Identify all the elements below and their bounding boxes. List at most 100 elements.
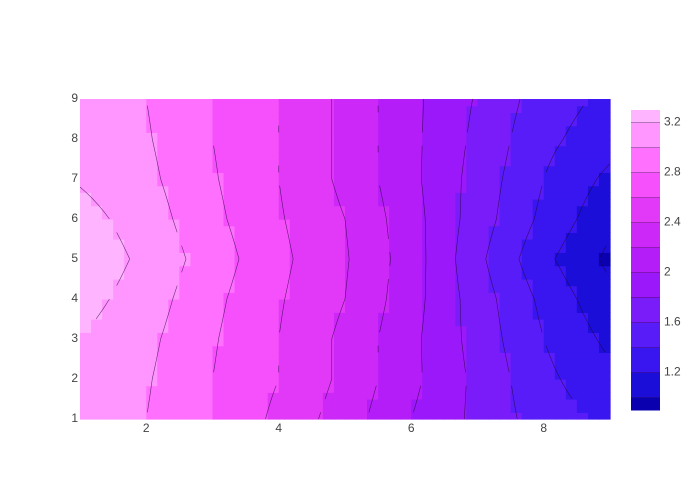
contour-cell [554,132,567,140]
contour-cell [422,412,434,420]
contour-cell [190,405,203,413]
colorbar-band [631,222,660,248]
contour-cell [91,239,103,247]
contour-cell [345,219,357,227]
contour-cell [91,99,103,107]
contour-cell [400,245,412,253]
contour-cell [598,405,611,413]
contour-cell [411,285,423,293]
contour-cell [311,265,324,273]
contour-cell [311,319,324,327]
contour-cell [554,99,567,107]
contour-cell [554,312,567,320]
contour-cell [267,392,280,400]
contour-cell [521,392,534,400]
colorbar-band [631,272,660,298]
contour-cell [256,345,269,353]
contour-cell [124,325,136,333]
contour-cell [322,265,335,273]
contour-cell [157,379,169,387]
contour-cell [367,292,379,300]
contour-cell [411,179,423,187]
contour-cell [322,292,335,300]
contour-cell [488,312,501,320]
contour-cell [598,312,611,320]
contour-cell [179,139,192,147]
contour-cell [444,239,457,247]
contour-cell [499,299,512,307]
contour-cell [477,345,490,353]
contour-cell [565,172,578,180]
contour-cell [356,212,368,220]
contour-cell [400,365,412,373]
contour-cell [190,399,203,407]
contour-cell [488,372,501,380]
contour-cell [322,245,335,253]
contour-cell [543,385,556,393]
contour-cell [91,179,103,187]
contour-cell [146,219,158,227]
contour-cell [91,245,103,253]
contour-cell [433,239,445,247]
contour-cell [289,379,302,387]
contour-cell [499,279,512,287]
contour-cell [587,125,600,133]
contour-cell [190,199,203,207]
contour-cell [267,125,280,133]
contour-cell [278,239,291,247]
contour-cell [554,172,567,180]
contour-cell [245,392,258,400]
contour-cell [135,232,147,240]
contour-cell [532,392,545,400]
contour-cell [80,339,92,347]
contour-cell [201,105,214,113]
contour-cell [245,105,258,113]
contour-cell [433,299,445,307]
contour-cell [356,312,368,320]
contour-cell [466,205,479,213]
contour-cell [234,179,247,187]
contour-cell [367,305,379,313]
contour-cell [356,185,368,193]
contour-cell [212,112,225,120]
contour-cell [300,279,313,287]
contour-cell [576,145,589,153]
contour-cell [245,359,258,367]
contour-cell [223,412,236,420]
contour-cell [80,265,92,273]
contour-cell [433,99,445,107]
contour-cell [400,185,412,193]
contour-cell [444,312,457,320]
contour-cell [333,332,346,340]
contour-cell [278,112,291,120]
contour-cell [345,112,357,120]
contour-cell [256,179,269,187]
contour-cell [488,272,501,280]
contour-cell [190,132,203,140]
contour-cell [444,299,457,307]
contour-cell [168,345,180,353]
contour-cell [576,139,589,147]
contour-cell [223,232,236,240]
contour-cell [576,232,589,240]
contour-cell [223,299,236,307]
contour-cell [598,239,611,247]
contour-cell [135,372,147,380]
contour-cell [135,119,147,127]
contour-cell [532,245,545,253]
contour-cell [201,165,214,173]
contour-cell [510,352,523,360]
contour-cell [532,285,545,293]
contour-cell [433,119,445,127]
contour-cell [565,359,578,367]
contour-cell [300,345,313,353]
contour-cell [543,259,556,267]
contour-cell [598,372,611,380]
contour-cell [234,385,247,393]
contour-cell [234,325,247,333]
contour-cell [91,105,103,113]
contour-cell [245,172,258,180]
contour-cell [168,239,180,247]
contour-cell [124,265,136,273]
contour-cell [190,379,203,387]
